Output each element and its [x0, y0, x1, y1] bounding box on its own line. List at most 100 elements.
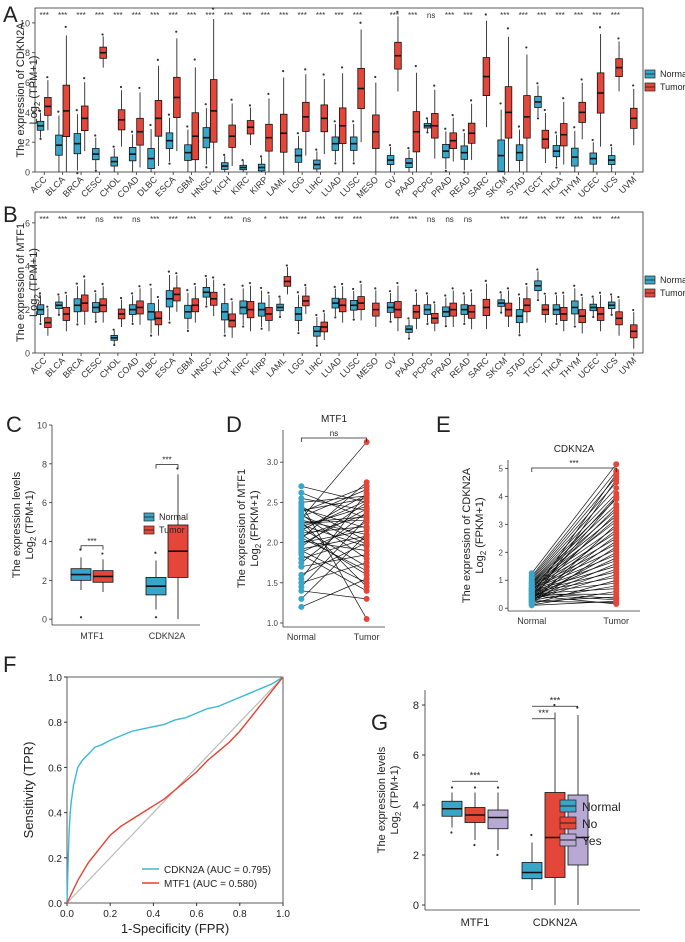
significance-label: ***: [224, 11, 233, 20]
box-tumor-STAD-outlier: [525, 282, 528, 286]
box-tumor-UCEC-outlier: [598, 26, 602, 29]
pair-line: [301, 502, 367, 547]
box-tumor-READ-outlier: [469, 289, 473, 292]
box-normal-OV-outlier: [388, 144, 392, 147]
box-tumor-THYM-outlier: [580, 293, 583, 296]
pair-line: [531, 600, 617, 606]
y-tick-label: 3: [499, 520, 504, 529]
x-tick-label-CDKN2A: CDKN2A: [533, 917, 578, 929]
significance-label: ***: [334, 215, 343, 224]
point-tumor: [613, 504, 620, 511]
box-tumor-BLCA-outlier: [64, 25, 67, 28]
panel-label-A: A: [3, 2, 18, 27]
box-normal-BLCA-outlier: [57, 293, 60, 296]
pair-line: [531, 588, 617, 595]
box-tumor-OV: [394, 281, 402, 332]
point-tumor: [613, 526, 620, 533]
pair-line: [301, 503, 367, 620]
box-normal-PRAD-outlier: [444, 294, 447, 297]
box-normal-KIRC-outlier: [241, 158, 244, 162]
box-normal-UCEC-outlier: [591, 295, 594, 298]
y-tick-label: 4: [499, 492, 504, 501]
box-tumor-READ: [467, 289, 476, 330]
point-tumor: [613, 599, 620, 606]
box-normal-THCA-outlier: [555, 322, 558, 326]
box-Yes-CDKN2A: [567, 706, 589, 905]
pair-line: [531, 600, 617, 603]
box-normal-PCPG-outlier: [426, 322, 429, 326]
box-tumor-LUSC-outlier: [359, 21, 362, 24]
box-tumor-SARC-outlier: [484, 279, 487, 282]
pair-line: [301, 535, 367, 550]
y-tick-label: 0: [499, 604, 504, 613]
box-normal-LAML-outlier: [278, 295, 281, 298]
x-tick-label: SKCM: [484, 174, 509, 199]
pair-line: [301, 534, 367, 600]
point-tumor: [363, 489, 370, 496]
box-tumor-CHOL-outlier: [119, 85, 123, 89]
x-tick-label: HNSC: [189, 355, 214, 380]
box-normal-BLCA: [55, 293, 63, 316]
box-tumor-KICH: [228, 98, 236, 167]
point-tumor: [613, 577, 620, 584]
point-tumor: [613, 521, 620, 528]
box-tumor-COAD-outlier: [138, 285, 141, 288]
box-normal-LIHC-outlier: [315, 313, 318, 317]
point-tumor: [363, 525, 370, 532]
pair-line: [531, 582, 617, 594]
plot-frame: [34, 211, 644, 354]
box-tumor-UCEC-outlier: [598, 291, 602, 294]
pair-line: [531, 497, 617, 597]
box-tumor-BRCA: [81, 77, 89, 152]
box-tumor-PRAD-outlier: [451, 287, 454, 290]
box-tumor-BLCA-outlier: [64, 291, 67, 294]
significance-label: ***: [95, 11, 104, 20]
box-normal-SKCM-outlier: [499, 291, 502, 294]
significance-label: ***: [537, 11, 546, 20]
box-normal-PCPG-outlier: [425, 292, 428, 295]
box-normal-KIRP-outlier: [259, 286, 263, 290]
point-tumor: [613, 484, 620, 491]
box-tumor-SKCM: [504, 287, 513, 327]
y-tick-label: 2: [42, 576, 47, 586]
significance-label: ***: [58, 11, 67, 20]
box-normal-LUAD-outlier: [333, 285, 336, 288]
box-tumor-STAD: [523, 282, 531, 323]
box-tumor-TGCT-outlier: [543, 108, 546, 112]
x-tick-label: 0.4: [146, 909, 160, 920]
box-Normal-MTF1-outlier: [450, 831, 453, 834]
box-tumor-MTF1: [92, 552, 114, 592]
box-normal-OV: [386, 290, 395, 323]
point-tumor: [613, 493, 620, 500]
box-normal-KICH: [221, 153, 229, 172]
box-normal-BRCA-outlier: [76, 172, 79, 175]
box-tumor-HNSC: [209, 276, 218, 317]
point-normal: [298, 526, 305, 533]
significance-label: ns: [427, 11, 435, 20]
point-normal: [298, 483, 305, 490]
significance-label: ***: [279, 11, 288, 20]
significance-label: ns: [243, 215, 251, 224]
box-tumor-PRAD: [449, 114, 457, 162]
point-normal: [528, 602, 535, 609]
box-normal-OV-outlier: [388, 290, 392, 293]
box-tumor-THCA: [560, 291, 568, 332]
box-normal-LUSC: [350, 287, 358, 321]
point-tumor: [363, 559, 370, 566]
x-tick-label: 0.8: [233, 909, 247, 920]
box-normal-OV-outlier: [389, 320, 392, 323]
box-normal-LUAD-outlier: [333, 120, 336, 123]
point-tumor: [363, 533, 370, 540]
y-tick-label: 3.0: [267, 458, 279, 467]
point-tumor: [613, 554, 620, 561]
box-tumor-THCA-outlier: [562, 291, 565, 294]
box-tumor-HNSC: [209, 7, 218, 172]
pair-line: [531, 568, 617, 601]
box-normal-BRCA-outlier: [75, 282, 78, 285]
pair-line: [301, 514, 367, 545]
box-normal-KIRC: [239, 158, 247, 172]
box-normal-CHOL-outlier: [113, 343, 116, 347]
box-normal-TGCT-outlier: [536, 82, 539, 85]
y-tick-label: 0: [25, 168, 30, 178]
box-tumor-HNSC-outlier: [212, 7, 215, 10]
